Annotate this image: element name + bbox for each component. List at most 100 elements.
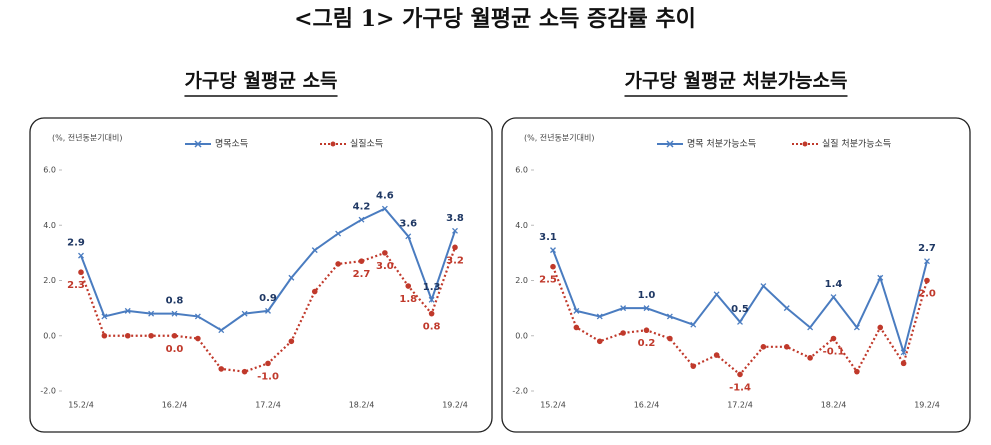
point bbox=[171, 310, 178, 317]
x-tick-label: 18.2/4 bbox=[349, 401, 375, 410]
series-line bbox=[552, 249, 928, 356]
point bbox=[713, 291, 720, 298]
y-tick-label: 0.0 bbox=[43, 331, 56, 340]
point bbox=[381, 205, 388, 212]
point bbox=[335, 261, 341, 267]
data-label: 4.6 bbox=[376, 191, 394, 202]
y-tick-label: 4.0 bbox=[43, 221, 56, 230]
y-tick-label: -2.0 bbox=[40, 387, 56, 396]
point bbox=[148, 310, 155, 317]
point bbox=[877, 324, 884, 331]
data-label: -1.4 bbox=[729, 382, 751, 393]
point bbox=[596, 338, 603, 345]
data-label: 2.9 bbox=[67, 238, 85, 249]
data-label: 2.0 bbox=[918, 289, 936, 300]
y-axis-note: (%, 전년동분기대비) bbox=[524, 133, 594, 143]
legend-label: 명목소득 bbox=[215, 139, 248, 150]
point bbox=[405, 233, 412, 240]
y-tick-label: 4.0 bbox=[515, 221, 528, 230]
point bbox=[620, 305, 627, 312]
point bbox=[265, 307, 271, 314]
data-label: 0.0 bbox=[166, 344, 184, 355]
data-label: 0.2 bbox=[638, 338, 656, 349]
data-label: 2.3 bbox=[67, 280, 85, 291]
point bbox=[713, 352, 720, 358]
x-tick-label: 18.2/4 bbox=[821, 401, 847, 410]
data-label: 4.2 bbox=[353, 202, 371, 213]
y-tick-label: 6.0 bbox=[515, 166, 528, 175]
point bbox=[452, 244, 458, 251]
point bbox=[311, 288, 318, 295]
data-label: 3.6 bbox=[399, 218, 417, 229]
point bbox=[737, 318, 743, 325]
point bbox=[924, 277, 930, 284]
x-tick-label: 17.2/4 bbox=[727, 401, 753, 410]
point bbox=[358, 216, 365, 223]
point bbox=[690, 321, 697, 328]
point bbox=[690, 363, 697, 369]
point bbox=[830, 294, 837, 301]
data-label: -0.1 bbox=[823, 347, 845, 358]
point bbox=[265, 360, 271, 367]
x-tick-label: 16.2/4 bbox=[634, 401, 660, 410]
point bbox=[573, 307, 580, 314]
y-tick-label: 2.0 bbox=[43, 276, 56, 285]
point bbox=[195, 335, 201, 342]
legend-marker bbox=[666, 140, 674, 148]
data-label: 2.7 bbox=[353, 269, 371, 280]
point bbox=[78, 269, 84, 276]
point bbox=[101, 332, 108, 339]
point bbox=[643, 305, 650, 312]
point bbox=[620, 330, 626, 336]
point bbox=[241, 310, 248, 317]
point bbox=[194, 313, 201, 320]
point bbox=[737, 371, 743, 378]
point bbox=[124, 307, 131, 314]
data-label: 3.0 bbox=[376, 261, 394, 272]
point bbox=[877, 274, 884, 281]
data-label: 0.9 bbox=[259, 293, 277, 304]
point bbox=[550, 247, 556, 254]
point bbox=[218, 366, 225, 372]
point bbox=[241, 368, 248, 375]
panel-frame bbox=[501, 117, 971, 433]
point bbox=[854, 368, 860, 375]
x-tick-label: 19.2/4 bbox=[442, 401, 468, 410]
x-tick-label: 19.2/4 bbox=[914, 401, 940, 410]
data-label: 3.2 bbox=[446, 255, 464, 266]
y-tick-label: 6.0 bbox=[43, 166, 56, 175]
point bbox=[452, 227, 458, 234]
x-tick-label: 17.2/4 bbox=[255, 401, 281, 410]
point bbox=[853, 324, 860, 331]
y-axis-note: (%, 전년동분기대비) bbox=[52, 133, 122, 143]
point bbox=[428, 296, 435, 303]
point bbox=[288, 274, 295, 281]
x-tick-label: 15.2/4 bbox=[540, 401, 566, 410]
point bbox=[783, 305, 790, 312]
point bbox=[900, 349, 907, 356]
data-label: 0.5 bbox=[731, 304, 749, 315]
point bbox=[760, 344, 767, 350]
point bbox=[924, 258, 930, 265]
legend-marker bbox=[802, 141, 808, 147]
data-label: 3.8 bbox=[446, 213, 464, 224]
data-label: 2.5 bbox=[539, 275, 557, 286]
point bbox=[550, 263, 556, 270]
data-label: 1.8 bbox=[399, 294, 417, 305]
y-tick-label: 0.0 bbox=[515, 331, 528, 340]
x-tick-label: 15.2/4 bbox=[68, 401, 94, 410]
legend-label: 실질소득 bbox=[350, 138, 383, 150]
point bbox=[311, 247, 318, 254]
point bbox=[783, 344, 790, 350]
data-label: 1.3 bbox=[423, 282, 441, 293]
point bbox=[78, 252, 84, 259]
y-tick-label: -2.0 bbox=[512, 387, 528, 396]
data-label: 0.8 bbox=[423, 322, 441, 333]
point bbox=[124, 332, 131, 339]
data-label: 1.0 bbox=[638, 290, 656, 301]
point bbox=[596, 313, 603, 320]
x-tick-label: 16.2/4 bbox=[162, 401, 188, 410]
chart-title: 가구당 월평균 처분가능소득 bbox=[625, 70, 848, 92]
legend-label: 실질 처분가능소득 bbox=[822, 138, 891, 150]
